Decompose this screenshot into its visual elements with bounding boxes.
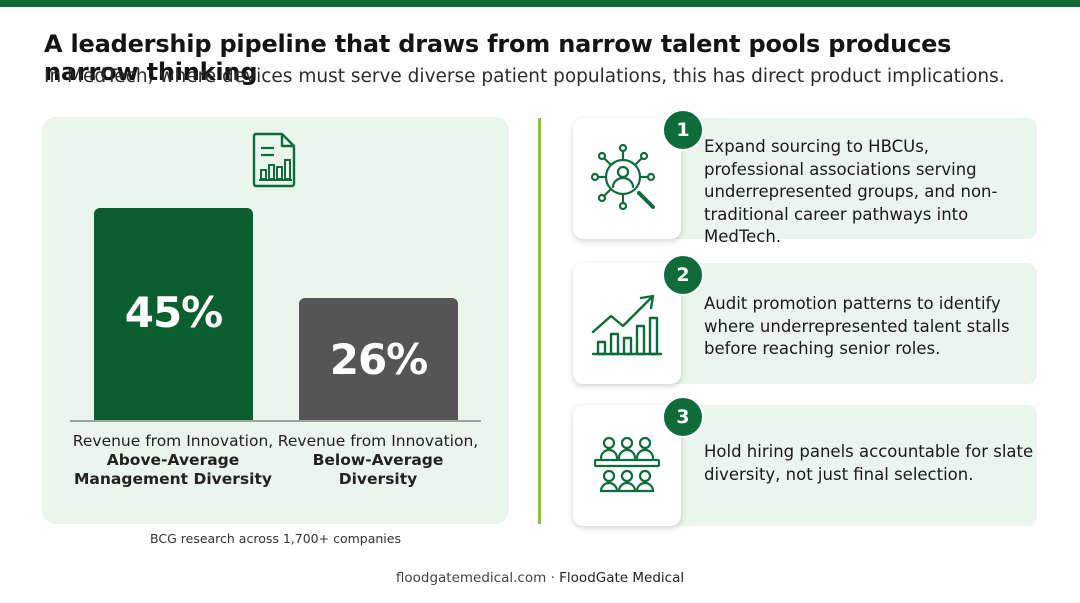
footer: floodgatemedical.com · FloodGate Medical [0,570,1080,586]
source-note: BCG research across 1,700+ companies [150,531,401,546]
category-label-strong: Above-Average [106,451,240,469]
footer-brand: FloodGate Medical [559,570,685,586]
category-label-line: Revenue from Innovation, [277,432,479,450]
action-text: Audit promotion patterns to identify whe… [704,294,1010,358]
category-label-line: Revenue from Innovation, [72,432,274,450]
category-label-strong: Management Diversity [74,470,272,488]
chart-baseline [70,420,481,422]
category-label-strong: Diversity [338,470,418,488]
page-subtitle: In MedTech, where devices must serve div… [44,66,1005,87]
hiring-panel-icon [593,436,661,492]
step-number-badge: 2 [662,254,704,296]
bar-value-label: 26% [329,334,429,384]
card-icon-box [573,263,681,384]
category-label-strong: Below-Average [312,451,444,469]
page-title: A leadership pipeline that draws from na… [44,30,952,86]
action-text: Hold hiring panels accountable for slate… [704,442,1034,484]
footer-site-link[interactable]: floodgatemedical.com [395,570,547,586]
footer-separator: · [550,570,555,586]
chart-panel: 45% 26% Revenue from Innovation, Above-A… [42,117,509,524]
top-accent-bar [0,0,1080,7]
bar-above-average-diversity: 45% [94,208,253,420]
category-label-above-average: Revenue from Innovation, Above-Average M… [63,432,283,489]
action-card-3: 3 Hold hiring panels accountable for sla… [573,396,1037,526]
category-label-below-average: Revenue from Innovation, Below-Average D… [268,432,488,489]
step-number-badge: 3 [662,396,704,438]
action-card-1: 1 Expand sourcing to HBCUs, professional… [573,109,1037,246]
document-chart-icon [252,132,296,188]
action-card-2: 2 Audit promotion patterns to identify w… [573,254,1037,384]
network-search-icon [590,143,656,210]
bar-below-average-diversity: 26% [299,298,458,420]
vertical-divider [538,118,541,524]
growth-chart-icon [591,294,663,355]
action-text: Expand sourcing to HBCUs, professional a… [704,137,998,246]
step-number-badge: 1 [662,109,704,151]
bar-value-label: 45% [124,287,224,337]
